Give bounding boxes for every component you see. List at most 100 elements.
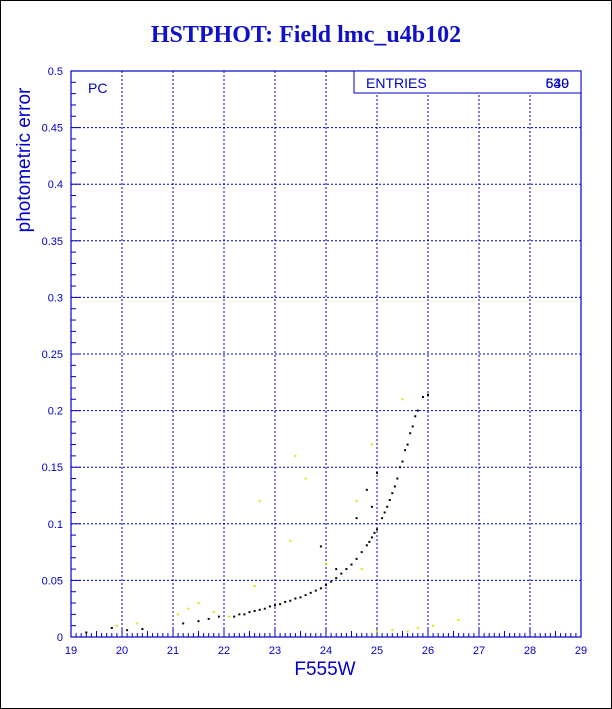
data-point xyxy=(141,628,144,631)
data-point xyxy=(365,544,368,547)
data-point xyxy=(284,600,287,603)
data-point xyxy=(388,499,391,502)
data-point xyxy=(365,488,368,491)
y-tick-label: 0.05 xyxy=(42,575,63,587)
data-point xyxy=(404,449,407,452)
data-point xyxy=(289,599,292,602)
data-point xyxy=(335,577,338,580)
data-point xyxy=(401,460,404,463)
data-point xyxy=(414,415,417,418)
data-point xyxy=(136,622,139,625)
data-point xyxy=(396,477,399,480)
data-point xyxy=(373,531,376,534)
data-point xyxy=(406,443,409,446)
y-tick-label: 0.4 xyxy=(48,179,63,191)
data-point xyxy=(370,505,373,508)
data-point xyxy=(330,580,333,583)
data-point xyxy=(421,396,424,399)
data-point xyxy=(416,409,419,412)
y-tick-label: 0 xyxy=(57,632,63,644)
data-point xyxy=(182,622,185,625)
x-tick-label: 19 xyxy=(65,645,77,657)
data-point xyxy=(401,398,404,401)
data-point xyxy=(386,505,389,508)
data-point xyxy=(248,611,251,614)
x-tick-label: 25 xyxy=(371,645,383,657)
data-point xyxy=(243,613,246,616)
data-point xyxy=(416,626,419,629)
x-tick-label: 21 xyxy=(167,645,179,657)
data-point xyxy=(274,604,276,607)
data-point xyxy=(212,611,215,614)
x-tick-label: 20 xyxy=(116,645,128,657)
data-point xyxy=(409,432,412,435)
grid-lines xyxy=(71,71,581,637)
data-point xyxy=(197,602,200,605)
data-point xyxy=(376,630,378,633)
data-point xyxy=(376,471,378,474)
data-point xyxy=(368,540,371,543)
data-point xyxy=(457,619,460,622)
x-tick-label: 23 xyxy=(269,645,281,657)
data-point xyxy=(355,557,358,560)
data-point xyxy=(110,626,113,629)
data-point xyxy=(233,615,236,618)
data-point xyxy=(345,568,348,571)
data-point xyxy=(432,624,435,627)
data-point xyxy=(335,568,338,571)
data-point xyxy=(187,607,190,610)
data-point xyxy=(294,454,297,457)
data-point xyxy=(115,624,118,627)
data-point xyxy=(228,615,231,618)
data-point xyxy=(376,528,378,531)
data-point xyxy=(253,609,256,612)
stats-box xyxy=(353,70,582,94)
data-point xyxy=(355,500,358,503)
data-point xyxy=(383,511,386,514)
data-point xyxy=(325,583,327,586)
data-point xyxy=(325,562,327,565)
x-tick-label: 29 xyxy=(575,645,587,657)
panel-annotation: PC xyxy=(88,80,107,96)
data-point xyxy=(319,545,322,548)
data-point xyxy=(319,587,322,590)
data-point xyxy=(406,630,409,633)
y-tick-label: 0.45 xyxy=(42,123,63,135)
data-point xyxy=(289,539,292,542)
data-point xyxy=(197,620,200,623)
y-tick-label: 0.15 xyxy=(42,462,63,474)
data-point xyxy=(85,631,88,634)
x-tick-label: 28 xyxy=(524,645,536,657)
x-axis-label: F555W xyxy=(294,659,355,680)
data-point xyxy=(314,589,317,592)
data-point xyxy=(393,485,396,488)
data-point xyxy=(381,517,384,520)
data-point xyxy=(340,572,343,575)
y-tick-label: 0.1 xyxy=(48,519,63,531)
y-tick-label: 0.5 xyxy=(48,66,63,78)
data-point xyxy=(391,492,394,495)
stats-value: 539 xyxy=(546,75,570,91)
data-point xyxy=(360,568,363,571)
x-tick-label: 22 xyxy=(218,645,230,657)
y-tick-label: 0.35 xyxy=(42,236,63,248)
data-point xyxy=(309,591,312,594)
y-tick-label: 0.3 xyxy=(48,292,63,304)
data-point xyxy=(350,563,353,566)
stats-value: 640 xyxy=(546,75,570,91)
y-tick-label: 0.25 xyxy=(42,349,63,361)
data-point xyxy=(253,585,256,588)
stats-label: ENTRIES xyxy=(366,75,427,91)
data-point xyxy=(263,607,266,610)
x-tick-label: 27 xyxy=(473,645,485,657)
data-point xyxy=(279,603,282,606)
data-point xyxy=(370,443,373,446)
data-point xyxy=(304,477,307,480)
data-point xyxy=(268,605,271,608)
data-point xyxy=(304,594,307,597)
data-point xyxy=(398,466,401,469)
data-points xyxy=(85,393,460,634)
x-tick-label: 26 xyxy=(422,645,434,657)
data-point xyxy=(126,629,129,632)
